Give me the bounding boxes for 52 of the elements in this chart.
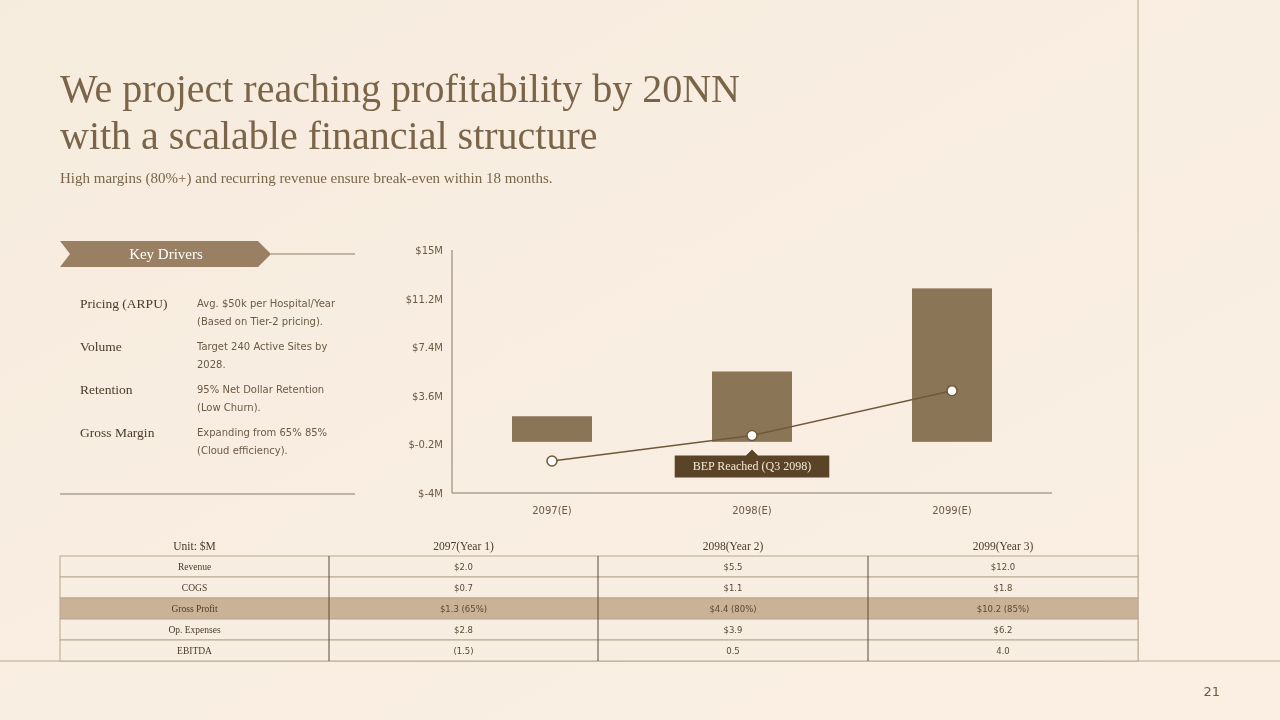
text: 4.0 — [996, 646, 1010, 656]
text: $1.1 — [723, 583, 743, 593]
text: $0.7 — [454, 583, 473, 593]
bar — [512, 416, 592, 442]
text: $12.0 — [990, 562, 1016, 572]
point — [946, 384, 958, 397]
text: $2.0 — [454, 562, 473, 572]
x-tick-label: 2097(E) — [532, 505, 572, 516]
text: 21 — [1203, 684, 1220, 699]
category-label: Gross Margin — [80, 425, 155, 440]
y-tick-label: $3.6M — [412, 390, 443, 402]
y-tick-label: $11.2M — [405, 293, 443, 305]
text: $6.2 — [993, 625, 1013, 635]
annotation: BEP Reached (Q3 2098) — [692, 459, 812, 474]
text: Avg. $50k per Hospital/Year (Based on Tier-2 pricing). — [197, 298, 336, 327]
category-label: 2098(Year 2) — [702, 540, 764, 553]
y-tick-label: $7.4M — [412, 342, 443, 354]
text: $10.2 (85%) — [976, 604, 1030, 614]
category-label: Revenue — [177, 562, 212, 572]
category-label: EBITDA — [177, 646, 212, 656]
point — [546, 455, 558, 467]
category-label: Op. Expenses — [168, 625, 221, 635]
category-label: Pricing (ARPU) — [80, 296, 168, 311]
y-tick-label: $15M — [415, 245, 443, 256]
point — [746, 429, 758, 442]
chart-title: We project reaching profitability by 20NN with a scalable financial structure — [60, 66, 740, 158]
text: $1.8 — [993, 583, 1013, 593]
text: Expanding from 65% 85% (Cloud efficiency). — [197, 427, 328, 456]
bar — [912, 288, 992, 442]
text: 95% Net Dollar Retention (Low Churn). — [197, 384, 325, 413]
text: Unit: $M — [173, 540, 216, 552]
text: High margins (80%+) and recurring revenue ensure break-even within 18 months. — [60, 170, 553, 187]
text: 0.5 — [726, 646, 740, 656]
text: $5.5 — [723, 562, 743, 572]
y-tick-label: $-0.2M — [408, 439, 443, 451]
category-label: Volume — [80, 339, 122, 354]
text: $3.9 — [723, 625, 743, 635]
category-label: Gross Profit — [171, 604, 218, 614]
category-label: 2099(Year 3) — [972, 540, 1034, 553]
x-tick-label: 2098(E) — [732, 505, 772, 516]
bar — [712, 371, 792, 442]
category-label: COGS — [181, 583, 208, 593]
text: (1.5) — [453, 646, 474, 656]
text: $1.3 (65%) — [439, 604, 488, 614]
text: $4.4 (80%) — [709, 604, 757, 614]
x-tick-label: 2099(E) — [932, 505, 972, 516]
text: Key Drivers — [129, 246, 204, 262]
text: $2.8 — [454, 625, 473, 635]
text: Target 240 Active Sites by 2028. — [196, 341, 328, 370]
category-label: Retention — [80, 382, 133, 397]
y-tick-label: $-4M — [418, 488, 443, 499]
category-label: 2097(Year 1) — [433, 540, 494, 553]
